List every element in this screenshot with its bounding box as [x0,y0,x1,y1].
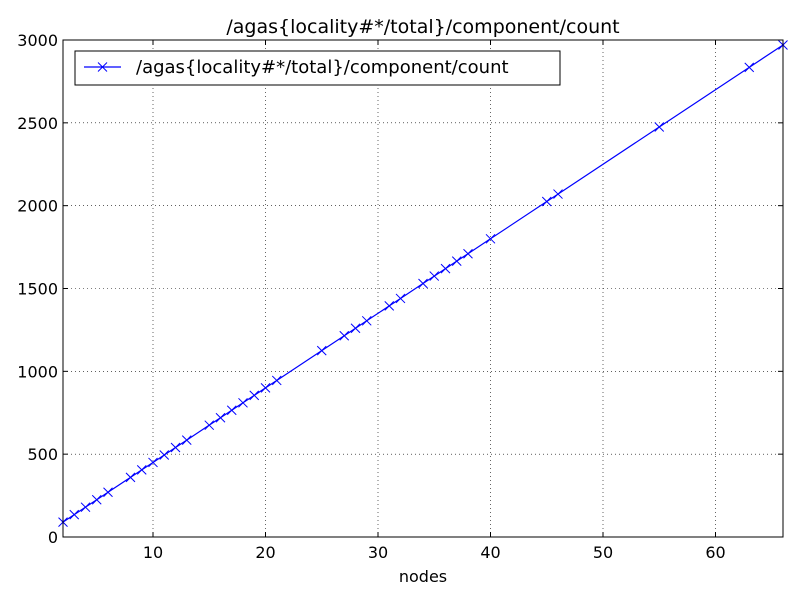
data-point-marker [384,301,395,311]
x-tick-label: 40 [480,543,500,562]
marker-stroke [148,457,158,468]
x-axis-label: nodes [399,567,447,586]
x-tick-label: 60 [705,543,725,562]
marker-stroke [350,323,361,334]
marker-stroke [136,465,147,475]
data-point-marker [485,233,496,244]
data-point-marker [395,293,406,304]
marker-stroke [541,196,552,207]
y-tick-label: 1500 [17,280,58,299]
data-point-marker [238,397,248,408]
marker-stroke [418,278,428,289]
marker-stroke [181,435,192,445]
marker-stroke [384,301,395,311]
marker-stroke [361,315,372,326]
data-point-marker [361,315,372,326]
data-point-marker [125,472,136,483]
data-point-marker [249,390,260,401]
marker-stroke [226,405,237,416]
y-tick-label: 3000 [17,31,58,50]
data-point-marker [170,442,181,453]
chart-title: /agas{locality#*/total}/component/count [226,16,619,38]
data-point-marker [541,196,552,207]
y-tick-label: 500 [27,445,58,464]
marker-stroke [91,494,102,505]
marker-stroke [238,397,248,408]
data-point-marker [204,420,215,431]
marker-stroke [463,248,473,259]
y-tick-label: 2500 [17,114,58,133]
marker-stroke [395,293,406,304]
marker-stroke [260,383,271,393]
data-point-marker [339,330,350,341]
data-point-marker [553,189,563,199]
y-tick-label: 1000 [17,362,58,381]
data-point-marker [418,278,428,289]
grid-lines [63,40,783,537]
legend-box [74,50,561,86]
x-tick-label: 30 [368,543,388,562]
marker-stroke [80,502,91,513]
data-point-marker [103,487,113,498]
data-point-marker [215,412,226,423]
data-point-marker [316,345,327,356]
data-point-marker [463,248,473,259]
marker-stroke [103,487,113,498]
marker-stroke [339,330,350,341]
x-tick-label: 10 [143,543,163,562]
data-point-marker [440,263,451,274]
marker-stroke [204,420,215,431]
marker-stroke [271,375,282,386]
y-tick-label: 2000 [17,197,58,216]
data-point-marker [744,62,755,73]
marker-stroke [125,472,136,483]
data-point-marker [69,509,80,520]
marker-stroke [485,233,496,244]
marker-stroke [170,442,181,453]
legend-marker-stroke [97,62,108,72]
data-point-marker [654,122,665,132]
data-point-marker [451,256,462,267]
data-point-marker [429,271,440,281]
legend-series-label: /agas{locality#*/total}/component/count [136,57,509,78]
marker-stroke [249,390,260,401]
data-point-marker [350,323,361,334]
marker-stroke [159,450,170,460]
data-point-marker [260,383,271,393]
axes: 10 20 30 40 50 60 0 500 1000 1500 2000 2500 3000 [17,31,783,562]
marker-stroke [429,271,440,281]
marker-stroke [69,509,80,520]
marker-stroke [451,256,462,267]
legend-marker-x [97,62,108,72]
data-point-marker [136,465,147,475]
marker-stroke [553,189,563,199]
data-point-marker [148,457,158,468]
marker-stroke [440,263,451,274]
marker-stroke [744,62,755,73]
x-tick-label: 20 [255,543,275,562]
data-point-marker [226,405,237,416]
data-point-marker [91,494,102,505]
marker-stroke [654,122,665,132]
marker-stroke [215,412,226,423]
data-point-marker [181,435,192,445]
series-layer [58,40,788,527]
data-point-marker [80,502,91,513]
data-point-marker [159,450,170,460]
y-tick-label: 0 [48,528,58,547]
legend: /agas{locality#*/total}/component/count [74,50,561,86]
marker-stroke [316,345,327,356]
x-tick-label: 50 [593,543,613,562]
data-point-marker [271,375,282,386]
